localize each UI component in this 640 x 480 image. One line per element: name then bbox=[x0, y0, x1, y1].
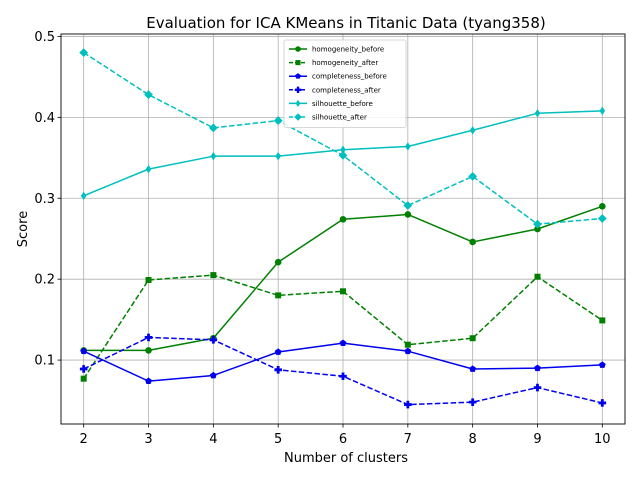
data-point bbox=[468, 172, 478, 181]
x-tick-label: 5 bbox=[274, 432, 282, 447]
data-point bbox=[208, 123, 218, 133]
data-point bbox=[339, 215, 347, 223]
data-point bbox=[79, 365, 88, 373]
data-point bbox=[469, 126, 476, 135]
data-point bbox=[210, 151, 217, 161]
data-point bbox=[340, 145, 346, 154]
legend-entry: homogeneity_before bbox=[289, 46, 384, 54]
data-point bbox=[469, 335, 476, 342]
legend-label: silhouette_after bbox=[312, 114, 367, 122]
legend-marker bbox=[295, 46, 301, 52]
x-tick-label: 4 bbox=[209, 432, 217, 447]
data-point bbox=[274, 258, 282, 266]
x-tick-label: 2 bbox=[80, 432, 88, 447]
data-point bbox=[533, 219, 542, 229]
series-silhouette-before bbox=[80, 106, 606, 201]
x-tick-label: 6 bbox=[339, 432, 347, 447]
legend-entry: completeness_before bbox=[289, 73, 387, 81]
legend-marker bbox=[295, 99, 301, 107]
legend-marker bbox=[294, 86, 302, 94]
data-point bbox=[80, 191, 87, 201]
data-point bbox=[598, 361, 606, 368]
x-tick-label: 3 bbox=[144, 432, 152, 447]
series-completeness-before bbox=[80, 339, 606, 385]
data-point bbox=[469, 365, 477, 372]
data-point bbox=[274, 365, 282, 374]
legend-label: homogeneity_before bbox=[312, 46, 384, 54]
legend-box bbox=[283, 39, 407, 128]
data-point bbox=[145, 377, 152, 385]
series-silhouette-after bbox=[79, 48, 607, 229]
data-point bbox=[340, 288, 346, 295]
y-tick-label: 0.4 bbox=[34, 111, 55, 126]
data-point bbox=[404, 211, 412, 218]
data-point bbox=[598, 399, 607, 407]
data-point bbox=[145, 276, 152, 283]
data-point bbox=[338, 150, 348, 160]
legend-entry: completeness_after bbox=[289, 86, 381, 94]
data-point bbox=[209, 371, 217, 379]
data-point bbox=[404, 400, 412, 409]
y-axis-label: Score bbox=[16, 211, 31, 247]
data-point bbox=[145, 347, 152, 354]
series-completeness-after bbox=[79, 333, 607, 409]
data-point bbox=[534, 364, 541, 372]
legend: homogeneity_before homogeneity_aftercompl… bbox=[283, 39, 407, 128]
data-point bbox=[145, 164, 152, 174]
data-point bbox=[403, 201, 413, 210]
legend-label: silhouette_before bbox=[312, 100, 373, 108]
y-tick-label: 0.5 bbox=[34, 30, 55, 45]
data-point bbox=[599, 203, 606, 210]
series-layer bbox=[79, 48, 607, 409]
legend-label: completeness_before bbox=[312, 73, 387, 81]
legend-entry: homogeneity_after bbox=[289, 59, 378, 67]
series-homogeneity-after bbox=[80, 272, 606, 382]
x-tick-label: 9 bbox=[533, 432, 541, 447]
y-axis-ticks: 0.1 0.2 0.3 0.4 0.5 bbox=[34, 30, 61, 369]
legend-label: completeness_after bbox=[312, 86, 381, 94]
series-line bbox=[83, 274, 603, 380]
data-point bbox=[404, 341, 411, 348]
x-tick-label: 8 bbox=[469, 432, 477, 447]
x-tick-label: 7 bbox=[404, 432, 412, 447]
data-point bbox=[469, 238, 476, 246]
data-point bbox=[534, 109, 541, 118]
data-point bbox=[405, 142, 411, 151]
legend-marker bbox=[295, 73, 301, 79]
data-point bbox=[339, 339, 347, 346]
data-point bbox=[144, 333, 153, 342]
data-point bbox=[273, 116, 283, 125]
data-point bbox=[80, 375, 87, 382]
data-point bbox=[597, 214, 607, 223]
chart-title: Evaluation for ICA KMeans in Titanic Dat… bbox=[146, 14, 546, 32]
data-point bbox=[534, 225, 541, 233]
data-point bbox=[534, 273, 541, 280]
data-point bbox=[79, 48, 89, 58]
data-point bbox=[404, 347, 412, 355]
x-tick-label: 10 bbox=[594, 432, 611, 447]
data-point bbox=[209, 336, 218, 344]
data-point bbox=[210, 272, 217, 279]
y-tick-label: 0.3 bbox=[34, 192, 55, 207]
data-point bbox=[468, 398, 477, 406]
data-point bbox=[599, 106, 606, 116]
legend-entry: silhouette_before bbox=[289, 99, 373, 108]
data-point bbox=[80, 347, 88, 355]
legend-marker bbox=[294, 113, 302, 121]
data-point bbox=[599, 317, 606, 324]
legend-entry: silhouette_after bbox=[289, 113, 367, 122]
data-point bbox=[533, 383, 542, 392]
legend-marker bbox=[295, 60, 301, 66]
y-tick-label: 0.2 bbox=[34, 273, 55, 288]
data-point bbox=[144, 90, 153, 100]
y-tick-label: 0.1 bbox=[34, 354, 55, 369]
x-axis-ticks: 2 3 4 5 6 7 8 9 10 bbox=[80, 424, 611, 447]
data-point bbox=[274, 348, 282, 355]
data-point bbox=[275, 151, 281, 161]
data-point bbox=[275, 292, 282, 299]
legend-label: homogeneity_after bbox=[312, 59, 378, 67]
x-axis-label: Number of clusters bbox=[284, 451, 408, 466]
data-point bbox=[339, 372, 347, 381]
